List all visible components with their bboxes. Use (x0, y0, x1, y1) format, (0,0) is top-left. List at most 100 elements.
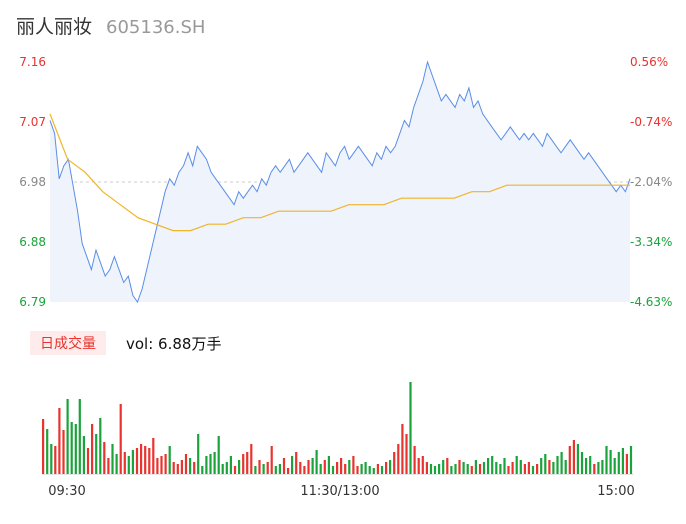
volume-bar (589, 456, 592, 474)
volume-bar (156, 458, 159, 474)
volume-bar (478, 464, 482, 474)
volume-bar (487, 458, 490, 474)
volume-bar (270, 446, 273, 474)
volume-bar (613, 458, 616, 474)
volume-bar (184, 454, 188, 474)
volume-readout: vol: 6.88万手 (126, 334, 222, 353)
volume-bar (495, 462, 498, 474)
volume-bar (131, 450, 134, 474)
volume-bar (254, 466, 257, 474)
volume-bar (401, 424, 404, 474)
volume-bar (217, 436, 220, 474)
volume-bar (291, 456, 294, 474)
volume-bar (197, 434, 200, 474)
volume-bar (536, 464, 539, 474)
volume-bar (336, 462, 339, 474)
volume-bar (70, 422, 73, 474)
volume-bar (205, 456, 208, 474)
volume-bar (221, 464, 224, 474)
volume-bar (474, 460, 477, 474)
volume-bar (99, 418, 102, 474)
volume-bar (466, 464, 469, 474)
volume-bar (605, 446, 608, 474)
volume-bar (180, 460, 183, 474)
volume-bar (164, 454, 167, 474)
volume-bar (115, 454, 118, 474)
volume-bar (225, 462, 228, 474)
price-area (50, 62, 630, 302)
volume-header: 日成交量 vol: 6.88万手 (30, 331, 221, 355)
volume-bar (552, 462, 555, 474)
volume-bar (327, 456, 330, 474)
volume-bar (323, 460, 326, 474)
volume-bar (515, 456, 518, 474)
volume-bar (233, 466, 237, 474)
volume-bar (340, 458, 343, 474)
volume-bar (499, 464, 502, 474)
volume-bar (507, 466, 510, 474)
volume-bar (319, 464, 322, 474)
volume-bar (527, 462, 530, 474)
volume-bar (42, 419, 45, 474)
volume-bar (209, 454, 212, 474)
y-right-tick: -3.34% (630, 235, 672, 249)
volume-bar (274, 466, 277, 474)
volume-bar (540, 458, 543, 474)
volume-bar (454, 464, 457, 474)
volume-bar (282, 458, 286, 474)
volume-bar (597, 462, 600, 474)
volume-bar (421, 456, 424, 474)
volume-bar (621, 448, 624, 474)
volume-bar (258, 460, 261, 474)
y-right-tick: 0.56% (630, 55, 668, 69)
daily-volume-tab[interactable]: 日成交量 (30, 331, 106, 355)
volume-bar (429, 464, 433, 474)
volume-bar (523, 464, 526, 474)
x-tick: 15:00 (597, 484, 634, 499)
y-right-tick: -2.04% (630, 175, 672, 189)
volume-bar (140, 444, 143, 474)
volume-bar (548, 460, 551, 474)
y-left-tick: 6.98 (19, 175, 46, 189)
volume-bar (625, 454, 628, 474)
volume-bar (246, 452, 249, 474)
volume-bar (393, 452, 396, 474)
volume-bar (560, 452, 563, 474)
volume-bar (364, 462, 367, 474)
volume-bar (344, 464, 347, 474)
volume-bar (311, 458, 314, 474)
y-left-tick: 7.07 (19, 115, 46, 129)
volume-bar (238, 460, 241, 474)
volume-bar (585, 458, 588, 474)
volume-bar (50, 444, 53, 474)
volume-bar (307, 460, 310, 474)
volume-bar (62, 430, 65, 474)
volume-bar (160, 456, 163, 474)
volume-bar (242, 454, 245, 474)
volume-bar (91, 424, 94, 474)
volume-bar (168, 446, 171, 474)
volume-bar (176, 464, 179, 474)
volume-bar (229, 456, 232, 474)
volume-bar (482, 462, 486, 474)
volume-bar (360, 464, 363, 474)
volume-bar (250, 444, 253, 474)
volume-bar (580, 452, 584, 474)
volume-bar (405, 434, 408, 474)
volume-bar (544, 454, 547, 474)
volume-bar (213, 452, 216, 474)
volume-bar (417, 458, 420, 474)
volume-bar (74, 424, 77, 474)
volume-bar (119, 404, 122, 474)
stock-name: 丽人丽妆 (16, 16, 93, 38)
volume-bar (193, 462, 196, 474)
volume-bar (380, 466, 384, 474)
volume-bar (409, 382, 412, 474)
volume-bar (95, 434, 98, 474)
volume-bar (135, 448, 139, 474)
volume-bar (352, 456, 355, 474)
volume-bar (315, 450, 318, 474)
volume-bar (617, 452, 620, 474)
volume-bar (470, 466, 473, 474)
volume-bar (107, 458, 110, 474)
